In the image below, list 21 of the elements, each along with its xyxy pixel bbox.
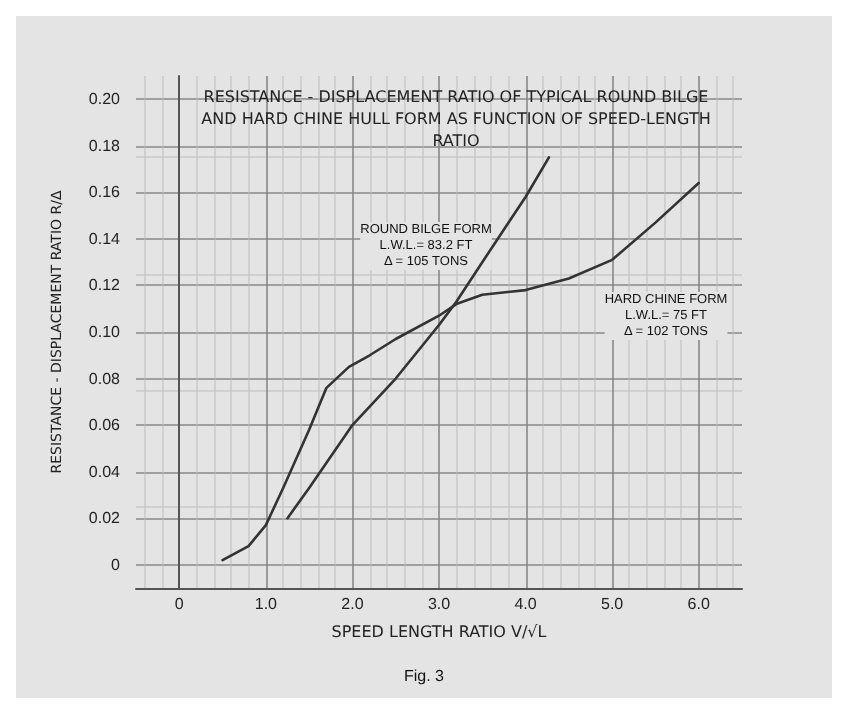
y-tick-label: 0.20 — [88, 90, 122, 109]
y-tick-label: 0.02 — [88, 509, 122, 528]
y-tick-label: 0.14 — [88, 229, 122, 248]
x-axis-title: SPEED LENGTH RATIO V/√L — [331, 623, 548, 641]
x-tick-label: 1.0 — [254, 595, 279, 613]
text: RESISTANCE - DISPLACEMENT RATIO OF TYPICAL ROUND BILGE AND HARD CHINE HULL FORM AS FUNCTION OF SPEED-LENGTH RATIO — [201, 88, 711, 150]
x-tick-label: 4.0 — [514, 595, 538, 613]
x-tick-label: 2.0 — [341, 595, 365, 613]
y-tick-label: 0.06 — [88, 416, 122, 435]
x-tick-label: 5.0 — [601, 595, 625, 613]
x-tick-label: 6.0 — [687, 595, 711, 613]
y-tick-label: 0.04 — [88, 462, 122, 481]
y-tick-label: 0.12 — [88, 276, 122, 295]
x-tick-label: 0 — [174, 595, 185, 613]
y-tick-label: 0.18 — [88, 136, 122, 155]
y-tick-label: 0.16 — [88, 183, 122, 202]
y-tick-label: 0 — [111, 555, 122, 574]
y-tick-label: 0.10 — [88, 323, 122, 341]
y-tick-label: 0.08 — [88, 369, 122, 388]
caption: Fig. 3 — [403, 667, 446, 685]
x-tick-label: 3.0 — [427, 595, 452, 613]
